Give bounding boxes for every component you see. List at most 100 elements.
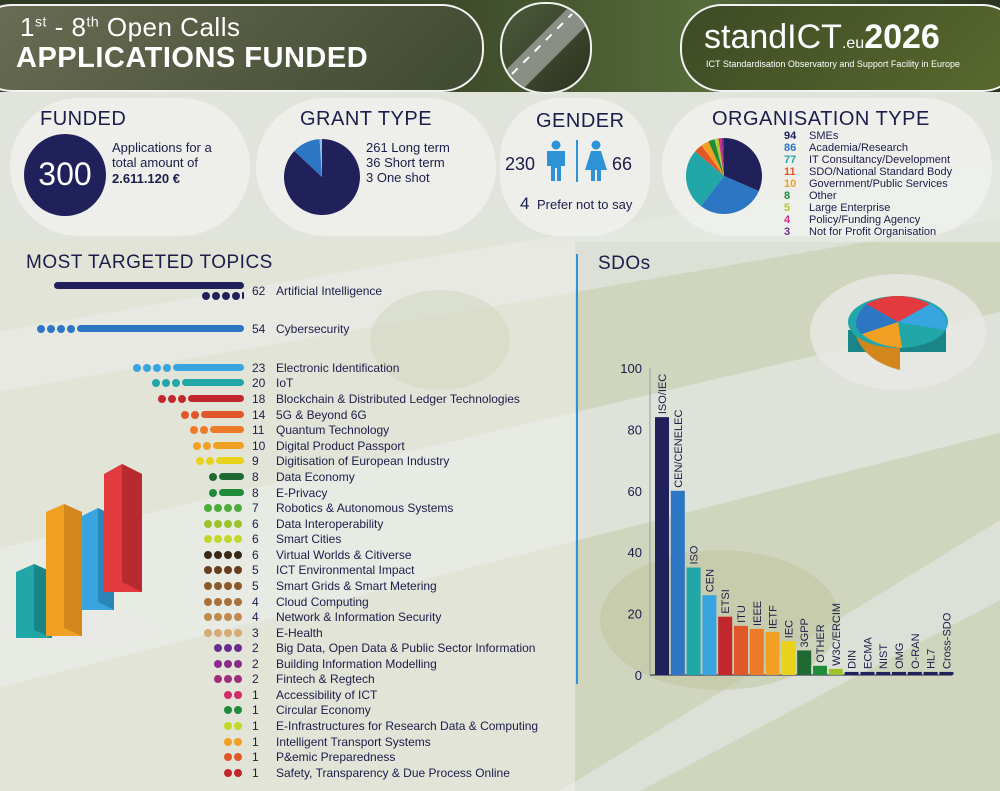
- female-count: 66: [612, 154, 633, 174]
- pie-slice: [695, 145, 724, 176]
- org-count: 11: [784, 166, 796, 178]
- topic-count: 2: [252, 657, 259, 671]
- logo-year: 2026: [864, 18, 940, 56]
- topic-dot: [234, 534, 242, 543]
- grant-item-1: 36 Short term: [366, 155, 445, 170]
- topic-label: E-Privacy: [276, 486, 328, 500]
- topic-dot: [204, 534, 212, 543]
- topic-count: 7: [252, 501, 259, 515]
- topic-label: E-Health: [276, 626, 323, 640]
- sdo-category-label: IEC: [783, 620, 795, 638]
- org-label: Large Enterprise: [809, 202, 891, 214]
- pie-slice: [721, 138, 724, 176]
- topic-dot: [214, 628, 222, 637]
- heading-sup: st: [34, 13, 47, 30]
- funded-line2: total amount of: [112, 155, 198, 170]
- topic-dot: [214, 534, 222, 543]
- sdo-bar: [907, 671, 922, 675]
- org-count: 77: [784, 154, 797, 166]
- pie-slice: [700, 176, 759, 214]
- topic-dot: [211, 291, 220, 300]
- sdo-bar: [828, 668, 843, 675]
- topic-dot: [204, 581, 212, 590]
- sdo-bar: [734, 625, 748, 675]
- sdo-bar: [655, 417, 669, 675]
- topic-dot: [178, 394, 187, 403]
- topic-count: 11: [252, 423, 265, 437]
- heading-part: 1: [20, 12, 35, 42]
- funded-line1: Applications for a: [112, 140, 212, 155]
- topic-dot: [224, 690, 232, 699]
- topic-dot: [36, 324, 45, 333]
- topic-label: Accessibility of ICT: [276, 688, 378, 702]
- topic-dot: [180, 410, 189, 419]
- topic-bar: [209, 426, 244, 433]
- topic-dot: [209, 488, 218, 497]
- topic-count: 6: [252, 548, 259, 562]
- topic-label: Artificial Intelligence: [276, 284, 383, 298]
- topic-count: 5: [252, 579, 259, 593]
- topic-count: 4: [252, 610, 259, 624]
- topic-label: Cloud Computing: [276, 595, 369, 609]
- pie-slice: [714, 138, 724, 176]
- topic-dot: [234, 550, 242, 559]
- topic-dot: [201, 291, 210, 300]
- topic-row: 1 Intelligent Transport Systems: [0, 735, 575, 750]
- topic-count: 6: [252, 517, 259, 531]
- org-label: IT Consultancy/Development: [809, 154, 951, 166]
- topic-dot: [193, 441, 201, 450]
- topic-label: Smart Cities: [276, 532, 342, 546]
- y-tick-label: 40: [628, 545, 642, 560]
- sdo-bar: [718, 616, 733, 675]
- standict-logo: standICT.eu2026: [704, 18, 940, 57]
- gender-divider: [576, 140, 578, 182]
- topic-row: 14 5G & Beyond 6G: [0, 408, 575, 423]
- grant-title: GRANT TYPE: [300, 108, 433, 130]
- logo-text: standICT: [704, 18, 842, 56]
- topic-label: ICT Environmental Impact: [276, 563, 415, 577]
- topic-row: 11 Quantum Technology: [0, 423, 575, 438]
- logo-subtitle: ICT Standardisation Observatory and Supp…: [706, 59, 960, 69]
- topic-row: 8 Data Economy: [0, 470, 575, 485]
- topic-bar: [54, 282, 244, 289]
- heading-part: Open Calls: [99, 12, 241, 42]
- topic-dot: [234, 752, 242, 761]
- topic-dot: [234, 737, 242, 746]
- topic-dot: [234, 503, 242, 512]
- sdo-category-label: NIST: [878, 644, 890, 669]
- sdo-divider-line: [576, 254, 578, 684]
- org-title: ORGANISATION TYPE: [712, 108, 930, 130]
- topic-dot: [214, 612, 222, 621]
- topic-row: 8 E-Privacy: [0, 486, 575, 501]
- org-count: 10: [784, 178, 797, 190]
- topic-row: 1 Circular Economy: [0, 703, 575, 718]
- y-tick-label: 100: [620, 361, 642, 376]
- topic-dot: [224, 768, 232, 777]
- topic-dot: [224, 737, 232, 746]
- y-tick-label: 20: [628, 607, 642, 622]
- topic-dot: [214, 565, 222, 574]
- topic-count: 4: [252, 595, 259, 609]
- topic-count: 20: [252, 376, 266, 390]
- pie-slice: [701, 141, 724, 176]
- topic-dot: [234, 674, 242, 683]
- topic-row: 7 Robotics & Autonomous Systems: [0, 501, 575, 516]
- topic-dot: [172, 378, 180, 387]
- topic-row: 9 Digitisation of European Industry: [0, 454, 575, 469]
- topic-dot: [214, 519, 222, 528]
- y-tick-label: 0: [635, 668, 642, 683]
- topic-dot: [214, 503, 222, 512]
- topic-dot: [224, 534, 232, 543]
- topic-label: Robotics & Autonomous Systems: [276, 501, 454, 515]
- topic-dot: [224, 659, 232, 668]
- topic-row: 1 E-Infrastructures for Research Data & C…: [0, 719, 575, 734]
- topic-label: Big Data, Open Data & Public Sector Info…: [276, 641, 536, 655]
- topic-row: 1 Safety, Transparency & Due Process Onli…: [0, 766, 575, 781]
- topic-dot: [168, 394, 177, 403]
- topic-dot: [204, 612, 212, 621]
- pie-slice: [724, 138, 762, 192]
- sdo-category-label: OMG: [894, 643, 906, 669]
- sdo-category-label: ECMA: [862, 636, 874, 668]
- topic-dot: [214, 597, 222, 606]
